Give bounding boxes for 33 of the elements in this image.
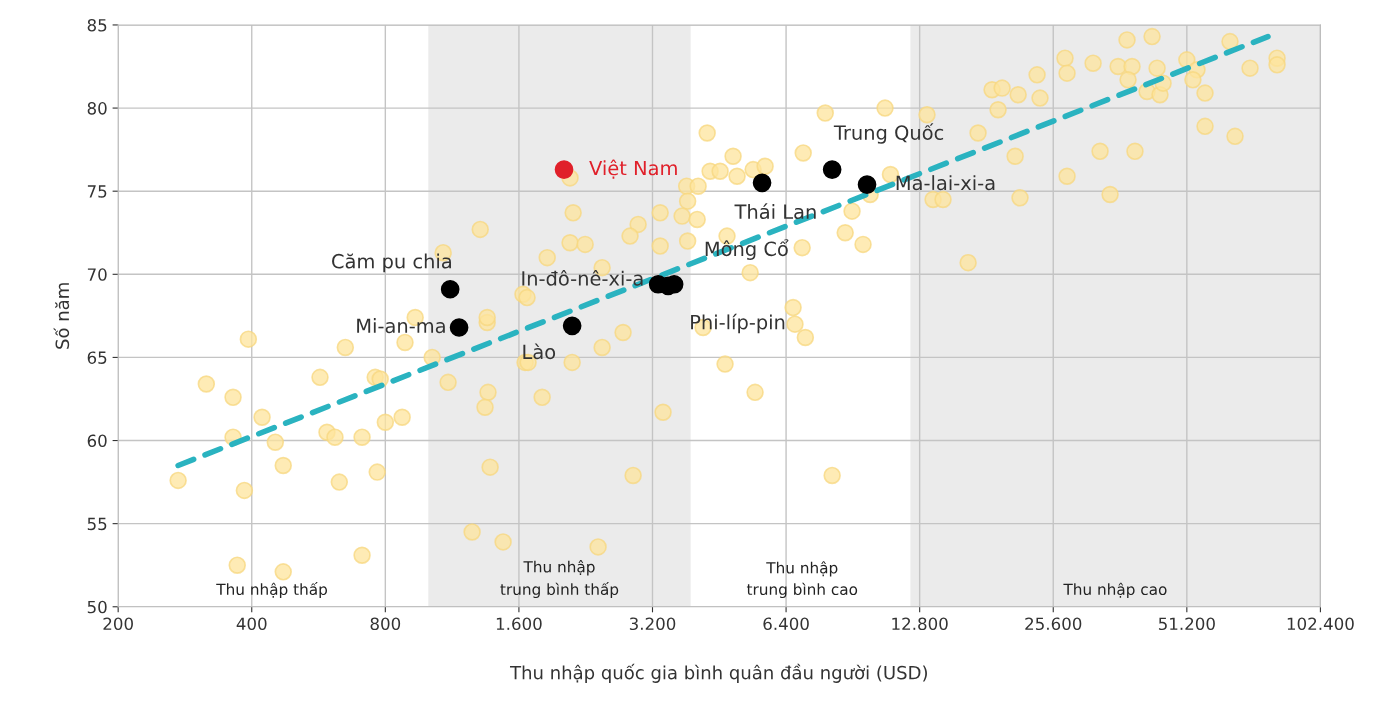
y-tick-label: 60 [87,434,107,448]
x-tick-label: 800 [370,617,401,631]
band-label: Thu nhập trung bình thấp [500,560,619,599]
x-tick-label: 6.400 [763,617,809,631]
annotation: Thu nhập thấp [216,581,327,599]
x-tick-label: 51.200 [1158,617,1215,631]
x-tick-label: 400 [236,617,267,631]
annotation: Lào [523,343,556,360]
annotation: Ma-lai-xi-a [896,175,995,191]
y-tick-label: 85 [87,18,107,32]
y-tick-label: 80 [87,102,107,115]
annotation: Trung Quốc [833,123,944,144]
y-tick-label: 55 [87,517,107,531]
x-axis-title: Thu nhập quốc gia bình quân đầu người (USD) [509,663,927,683]
y-tick-label: 65 [87,351,107,364]
annotation: Thái Lan [734,203,816,220]
annotation: In-đô-nê-xi-a [522,269,643,286]
annotation: Thu nhập trung bình cao [746,561,858,599]
x-tick-label: 102.400 [1287,617,1354,631]
annotation: Căm pu chia [332,253,451,273]
x-tick-label: 25.600 [1025,617,1082,631]
x-tick-label: 3.200 [629,617,676,631]
band-label: Thu nhập cao [1063,582,1167,599]
y-tick-label: 75 [87,185,107,198]
annotation: Mi-an-ma [357,318,445,334]
y-tick-label: 70 [87,268,107,281]
annotation: Việt Nam [589,159,677,179]
x-tick-label: 12.800 [892,617,948,631]
x-tick-label: 1.600 [496,617,542,631]
x-tick-label: 200 [103,617,133,631]
annotation: Phi-líp-pin [691,313,785,334]
y-axis-title: Số năm [53,283,70,349]
y-tick-label: 50 [87,600,107,614]
